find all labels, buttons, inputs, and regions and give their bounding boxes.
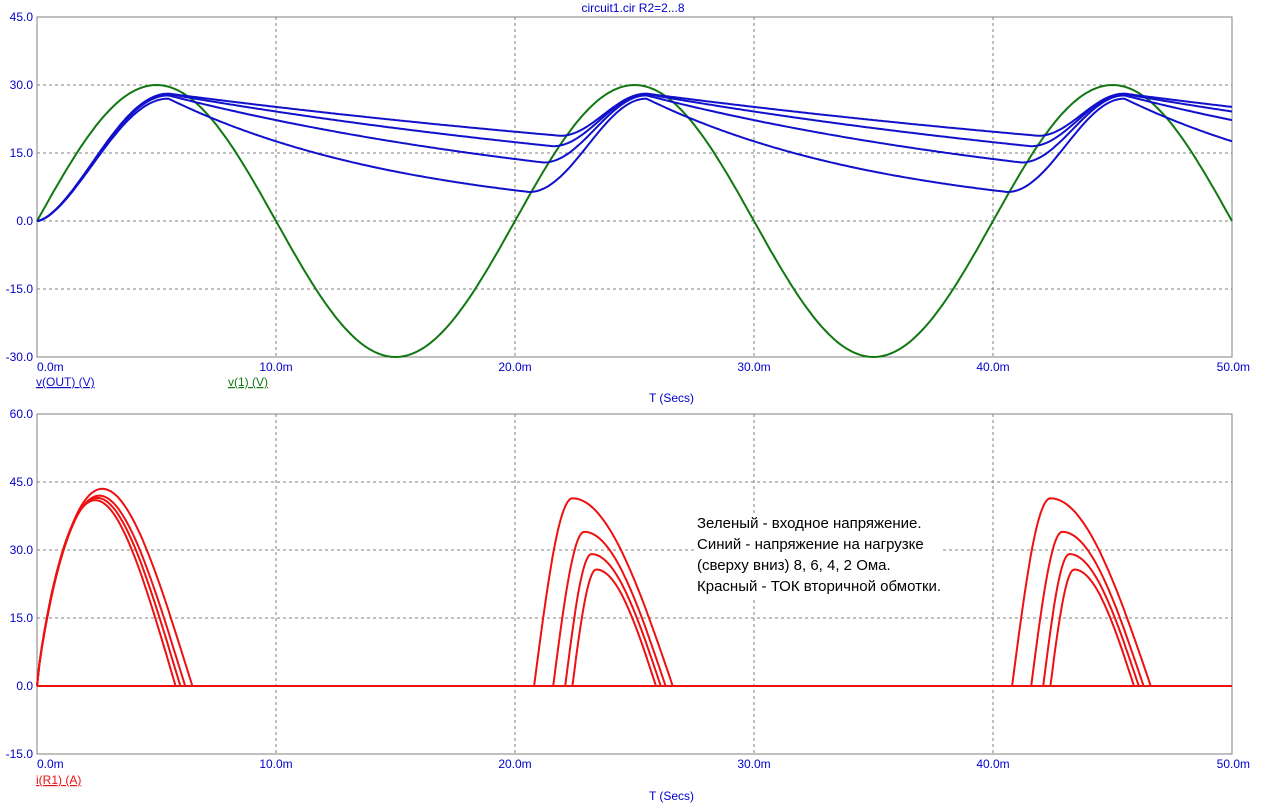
y-tick-label: 15.0 bbox=[10, 611, 34, 625]
x-tick-label: 50.0m bbox=[1217, 360, 1250, 374]
series-i-r1-pulse bbox=[1042, 553, 1140, 687]
x-tick-label: 0.0m bbox=[37, 757, 64, 771]
x-tick-label: 30.0m bbox=[737, 757, 770, 771]
note-line-4: Красный - ТОК вторичной обмотки. bbox=[697, 578, 942, 595]
y-tick-label: -15.0 bbox=[6, 282, 34, 296]
y-tick-label: -30.0 bbox=[6, 350, 34, 364]
x-axis-label: T (Secs) bbox=[649, 789, 694, 803]
note-line-1: Зеленый - входное напряжение. bbox=[697, 515, 922, 532]
annotation-note: Зеленый - входное напряжение. Синий - на… bbox=[697, 513, 942, 597]
plot-frame bbox=[36, 16, 1233, 358]
y-tick-label: 0.0 bbox=[16, 214, 33, 228]
y-tick-label: 30.0 bbox=[10, 78, 34, 92]
series-vout-line bbox=[36, 94, 1233, 222]
top-plot: 45.0 30.0 15.0 0.0 -15.0 -30.00.0m 10.0m 20.0m 3… bbox=[6, 10, 1250, 405]
series-i-r1-pulse bbox=[1049, 568, 1135, 687]
legend-entry: v(1) (V) bbox=[228, 375, 268, 389]
x-tick-label: 20.0m bbox=[498, 757, 531, 771]
legend-entry: i(R1) (A) bbox=[36, 773, 81, 787]
y-tick-label: 45.0 bbox=[10, 475, 34, 489]
series-i-r1-pulse bbox=[36, 487, 1232, 687]
series-vout-line bbox=[36, 93, 1233, 222]
legend-entry: v(OUT) (V) bbox=[36, 375, 95, 389]
series-i-r1-pulse bbox=[533, 497, 674, 687]
y-tick-label: -15.0 bbox=[6, 747, 34, 761]
series-i-r1-pulse bbox=[36, 496, 1232, 687]
x-tick-label: 10.0m bbox=[259, 360, 292, 374]
plot-frame bbox=[36, 413, 1233, 755]
x-tick-label: 50.0m bbox=[1217, 757, 1250, 771]
series-i-r1-pulse bbox=[1030, 530, 1145, 687]
series-v1-line bbox=[36, 83, 1233, 359]
series-vout-line bbox=[36, 92, 1233, 222]
series-i-r1-pulse bbox=[36, 499, 1232, 687]
series-i-r1-pulse bbox=[571, 568, 657, 687]
y-tick-label: 30.0 bbox=[10, 543, 34, 557]
series-i-r1-pulse bbox=[1011, 497, 1152, 687]
bottom-plot: 60.0 45.0 30.0 15.0 0.0 -15.00.0m 10.0m 20.0m 30… bbox=[6, 407, 1250, 803]
note-line-2: Синий - напряжение на нагрузке bbox=[697, 536, 924, 553]
x-tick-label: 0.0m bbox=[37, 360, 64, 374]
x-tick-label: 40.0m bbox=[976, 757, 1009, 771]
x-tick-label: 30.0m bbox=[737, 360, 770, 374]
x-tick-label: 20.0m bbox=[498, 360, 531, 374]
series-i-r1-pulse bbox=[552, 530, 667, 687]
series-i-r1-pulse bbox=[564, 553, 662, 687]
y-tick-label: 15.0 bbox=[10, 146, 34, 160]
chart-title: circuit1.cir R2=2...8 bbox=[581, 1, 684, 15]
x-tick-label: 40.0m bbox=[976, 360, 1009, 374]
note-line-3: (сверху вниз) 8, 6, 4, 2 Ома. bbox=[697, 557, 891, 574]
series-vout-line bbox=[36, 97, 1233, 222]
x-tick-label: 10.0m bbox=[259, 757, 292, 771]
y-tick-label: 45.0 bbox=[10, 10, 34, 24]
series-i-r1-pulse bbox=[36, 494, 1232, 687]
y-tick-label: 0.0 bbox=[16, 679, 33, 693]
x-axis-label: T (Secs) bbox=[649, 391, 694, 405]
y-tick-label: 60.0 bbox=[10, 407, 34, 421]
